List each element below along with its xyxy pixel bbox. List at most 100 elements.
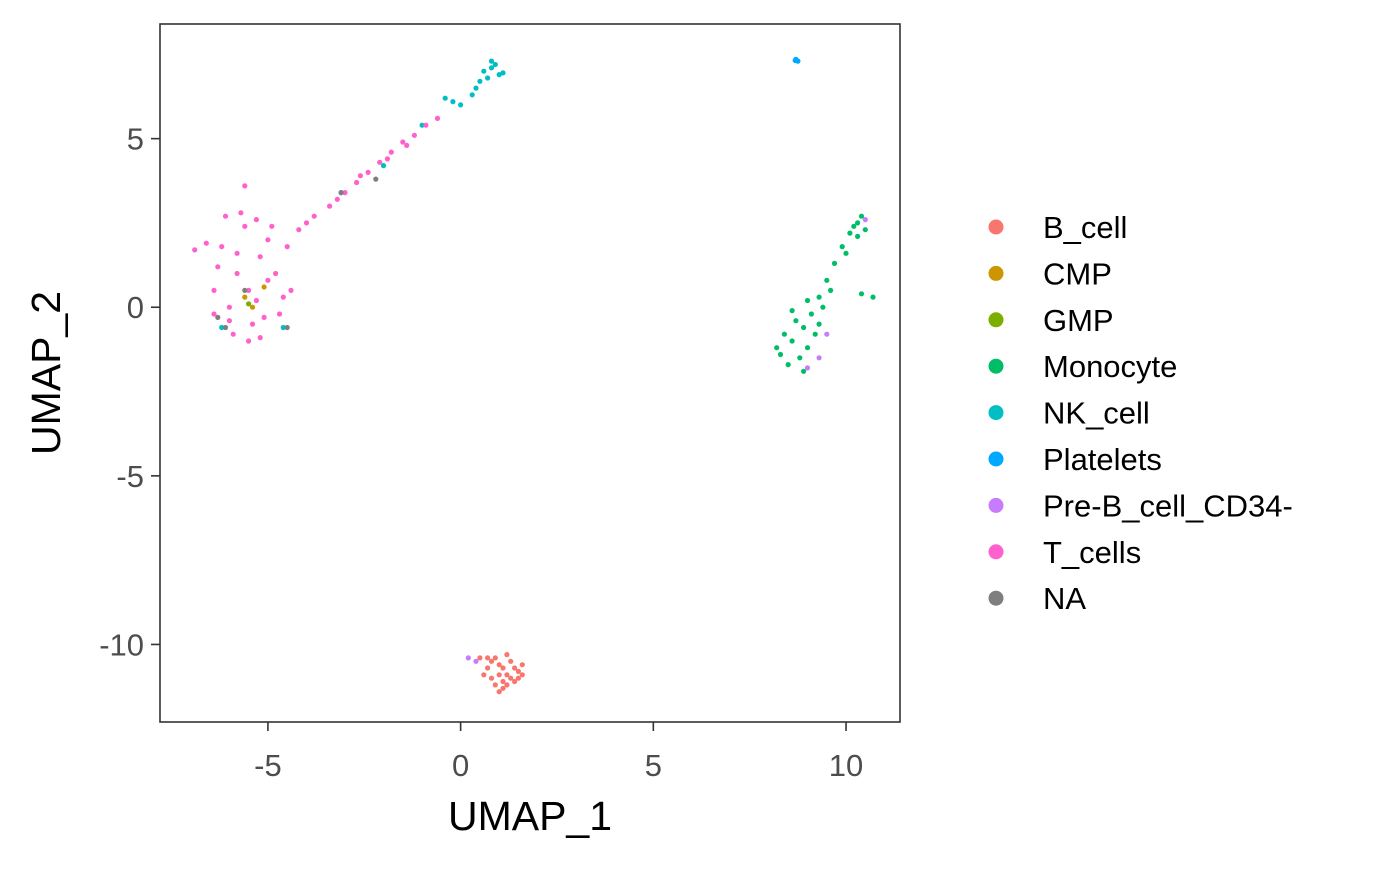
point-na: [338, 190, 344, 196]
point-b-cell: [508, 658, 514, 664]
series-platelets: [792, 56, 801, 64]
point-t-cells: [388, 149, 394, 155]
point-b-cell: [500, 685, 506, 691]
point-monocyte: [824, 277, 830, 283]
point-monocyte: [847, 230, 853, 236]
point-b-cell: [515, 675, 522, 681]
point-nk-cell: [473, 85, 479, 91]
point-t-cells: [192, 247, 198, 253]
point-cmp: [261, 284, 267, 290]
point-pre-b-cell-cd34: [816, 355, 822, 361]
point-t-cells: [242, 223, 248, 229]
legend-key-nk-cell: [988, 405, 1004, 421]
point-nk-cell: [492, 61, 498, 68]
point-t-cells: [288, 287, 294, 293]
point-monocyte: [862, 227, 868, 233]
point-t-cells: [253, 297, 259, 304]
point-monocyte: [804, 345, 811, 351]
point-nk-cell: [485, 75, 491, 81]
x-axis: -5 0 5 10: [254, 722, 863, 783]
legend-label-pre-b-cell-cd34: Pre-B_cell_CD34-: [1043, 488, 1293, 523]
series-gmp: [246, 301, 252, 307]
point-nk-cell: [458, 102, 464, 108]
point-cmp: [242, 294, 248, 300]
point-nk-cell: [442, 95, 448, 101]
x-tick-label: 0: [452, 748, 469, 783]
point-monocyte: [801, 324, 807, 331]
point-t-cells: [269, 223, 275, 229]
point-t-cells: [246, 338, 252, 344]
point-b-cell: [481, 672, 487, 678]
point-platelets: [792, 57, 798, 64]
point-t-cells: [226, 304, 232, 310]
point-t-cells: [434, 115, 441, 121]
point-b-cell: [508, 675, 514, 681]
legend-key-b-cell: [988, 219, 1004, 235]
point-b-cell: [500, 678, 506, 685]
point-monocyte: [804, 297, 811, 304]
point-nk-cell: [219, 324, 225, 331]
point-t-cells: [342, 190, 348, 196]
point-monocyte: [843, 250, 849, 256]
point-na: [242, 287, 248, 293]
legend-key-cmp: [988, 265, 1004, 281]
legend-key-na: [988, 590, 1004, 606]
point-monocyte: [797, 355, 803, 361]
point-b-cell: [496, 662, 502, 668]
point-monocyte: [858, 213, 865, 219]
point-t-cells: [404, 142, 410, 148]
point-t-cells: [284, 244, 290, 250]
point-monocyte: [839, 244, 845, 250]
point-b-cell: [485, 665, 491, 671]
point-monocyte: [851, 223, 857, 229]
point-b-cell: [492, 655, 498, 661]
legend-key-platelets: [988, 451, 1004, 467]
y-axis-title: UMAP_2: [23, 291, 69, 455]
legend: B_cell CMP GMP Monocyte NK_cell Platelets Pre-…: [988, 210, 1293, 616]
point-t-cells: [303, 220, 310, 226]
point-monocyte: [858, 291, 865, 297]
point-cmp: [249, 304, 256, 310]
legend-key-monocyte: [988, 358, 1004, 374]
point-t-cells: [327, 203, 333, 209]
point-monocyte: [828, 287, 834, 293]
series-monocyte: [774, 213, 876, 374]
point-t-cells: [311, 213, 317, 219]
point-monocyte: [820, 304, 826, 310]
point-t-cells: [411, 132, 417, 138]
point-monocyte: [855, 220, 861, 226]
point-monocyte: [774, 345, 780, 351]
point-nk-cell: [380, 163, 387, 169]
series-pre-b-cell-cd34: [465, 217, 868, 664]
point-monocyte: [789, 338, 795, 344]
series-b-cell: [477, 652, 525, 695]
point-t-cells: [296, 227, 302, 233]
point-monocyte: [816, 294, 822, 300]
point-na: [284, 324, 290, 331]
point-b-cell: [519, 662, 525, 668]
point-nk-cell: [488, 58, 495, 64]
point-t-cells: [253, 217, 259, 223]
point-gmp: [246, 301, 252, 307]
plot-panel: [159, 23, 901, 723]
point-b-cell: [511, 678, 518, 685]
point-t-cells: [276, 311, 283, 317]
point-nk-cell: [280, 324, 286, 331]
point-pre-b-cell-cd34: [465, 655, 471, 661]
point-t-cells: [261, 314, 267, 320]
x-tick-label: -5: [254, 748, 282, 783]
point-t-cells: [242, 183, 248, 189]
point-t-cells: [265, 277, 271, 283]
point-b-cell: [504, 652, 510, 658]
point-b-cell: [488, 675, 495, 681]
point-b-cell: [496, 689, 502, 695]
point-b-cell: [511, 665, 518, 671]
point-b-cell: [488, 658, 495, 664]
point-t-cells: [354, 179, 360, 186]
point-t-cells: [365, 169, 371, 175]
point-t-cells: [215, 264, 221, 270]
point-t-cells: [234, 270, 240, 277]
point-t-cells: [230, 331, 236, 337]
